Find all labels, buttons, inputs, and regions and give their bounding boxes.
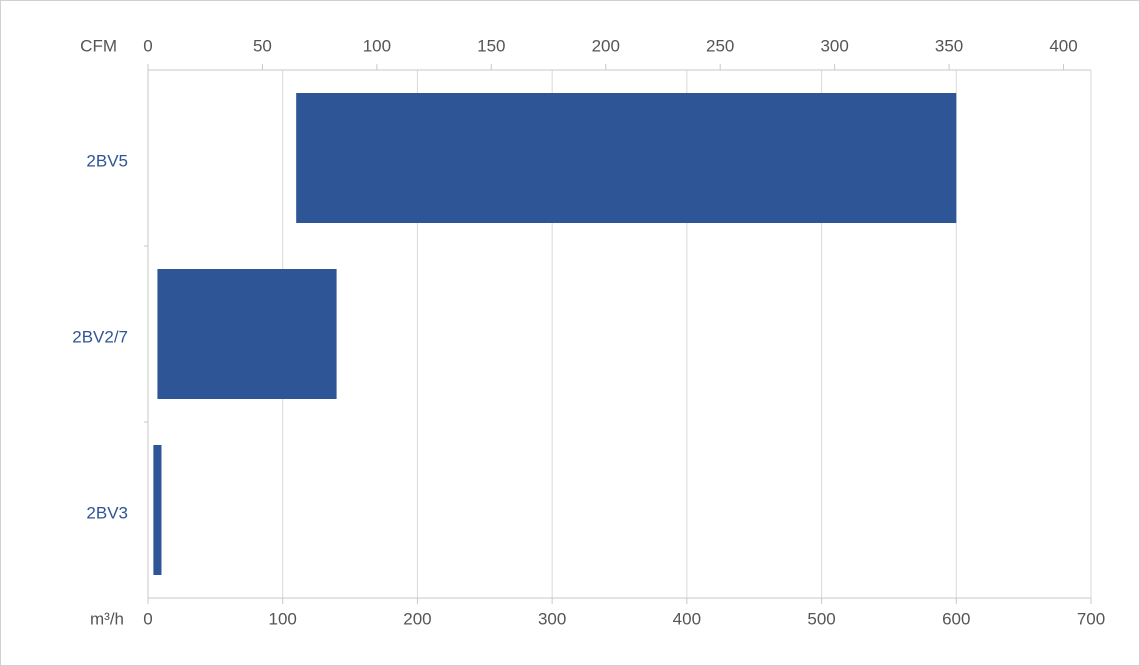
x2-tick-label: 50 — [253, 36, 272, 55]
x-axis-label: m³/h — [90, 609, 124, 628]
x2-tick-label: 400 — [1049, 36, 1077, 55]
bar — [296, 93, 957, 223]
x2-tick-label: 300 — [820, 36, 848, 55]
x-tick-label: 0 — [143, 609, 152, 628]
x-tick-label: 300 — [538, 609, 566, 628]
x-tick-label: 700 — [1077, 609, 1105, 628]
x-tick-label: 200 — [403, 609, 431, 628]
x2-axis-label: CFM — [80, 36, 117, 55]
x2-tick-label: 0 — [143, 36, 152, 55]
x-tick-label: 100 — [269, 609, 297, 628]
bar — [153, 445, 162, 575]
y-tick-label: 2BV3 — [86, 503, 128, 522]
x2-tick-label: 150 — [477, 36, 505, 55]
x-tick-label: 400 — [673, 609, 701, 628]
y-tick-label: 2BV2/7 — [72, 327, 128, 346]
x2-tick-label: 100 — [363, 36, 391, 55]
x2-tick-label: 250 — [706, 36, 734, 55]
x2-tick-label: 200 — [592, 36, 620, 55]
x-tick-label: 500 — [807, 609, 835, 628]
x-tick-label: 600 — [942, 609, 970, 628]
y-tick-label: 2BV5 — [86, 151, 128, 170]
x2-tick-label: 350 — [935, 36, 963, 55]
bar — [157, 269, 337, 399]
